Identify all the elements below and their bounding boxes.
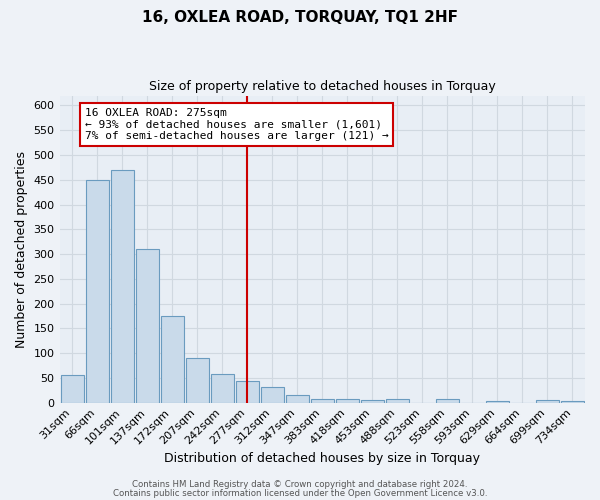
Bar	[336, 398, 359, 402]
Bar	[361, 400, 384, 402]
Bar	[211, 374, 233, 402]
Text: Contains public sector information licensed under the Open Government Licence v3: Contains public sector information licen…	[113, 488, 487, 498]
Bar	[185, 358, 209, 403]
Bar	[136, 249, 158, 402]
Title: Size of property relative to detached houses in Torquay: Size of property relative to detached ho…	[149, 80, 496, 93]
Text: 16, OXLEA ROAD, TORQUAY, TQ1 2HF: 16, OXLEA ROAD, TORQUAY, TQ1 2HF	[142, 10, 458, 25]
Y-axis label: Number of detached properties: Number of detached properties	[15, 150, 28, 348]
Bar	[61, 376, 83, 402]
Bar	[311, 399, 334, 402]
Bar	[436, 398, 459, 402]
Bar	[536, 400, 559, 402]
Bar	[286, 395, 309, 402]
Bar	[110, 170, 134, 402]
Bar	[161, 316, 184, 402]
Bar	[261, 387, 284, 402]
Text: 16 OXLEA ROAD: 275sqm
← 93% of detached houses are smaller (1,601)
7% of semi-de: 16 OXLEA ROAD: 275sqm ← 93% of detached …	[85, 108, 388, 141]
Bar	[236, 382, 259, 402]
Bar	[386, 399, 409, 402]
Bar	[561, 401, 584, 402]
Bar	[486, 401, 509, 402]
Text: Contains HM Land Registry data © Crown copyright and database right 2024.: Contains HM Land Registry data © Crown c…	[132, 480, 468, 489]
Bar	[86, 180, 109, 402]
X-axis label: Distribution of detached houses by size in Torquay: Distribution of detached houses by size …	[164, 452, 480, 465]
